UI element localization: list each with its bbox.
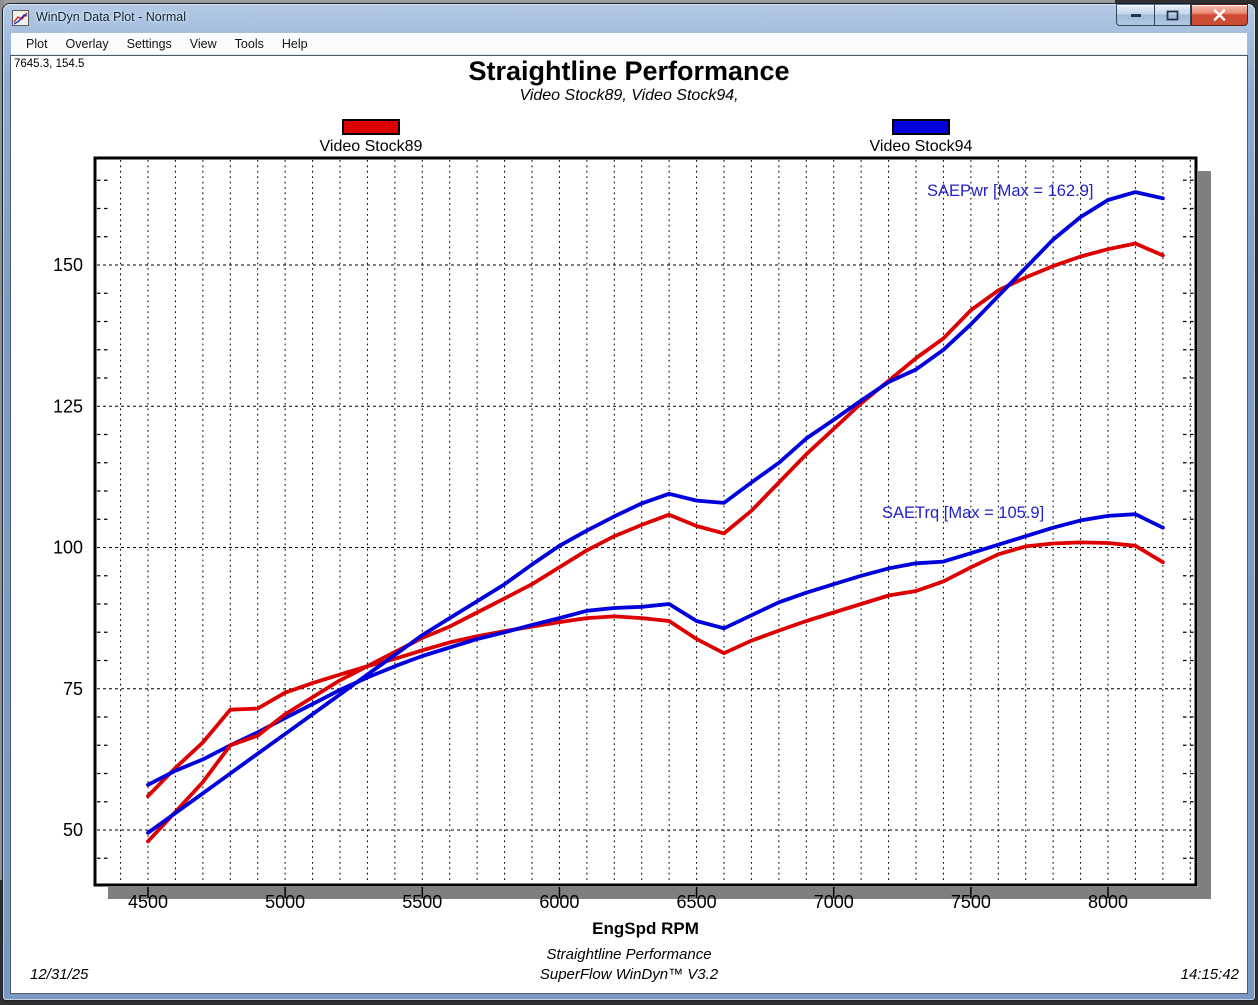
chart-title: Straightline Performance [468, 56, 790, 86]
menu-item-settings[interactable]: Settings [126, 36, 172, 51]
svg-text:100: 100 [53, 538, 83, 558]
svg-text:75: 75 [63, 679, 83, 699]
x-tick-labels: 4500 5000 5500 6000 6500 7000 7500 8000 [128, 892, 1128, 912]
x-axis-title: EngSpd RPM [592, 919, 699, 938]
svg-text:50: 50 [63, 820, 83, 840]
curve-video-stock89-saepwr [146, 241, 1165, 844]
menu-item-overlay[interactable]: Overlay [65, 36, 109, 51]
legend-swatch-stock94 [892, 119, 950, 135]
minimize-button[interactable] [1116, 4, 1154, 26]
svg-text:4500: 4500 [128, 892, 168, 912]
maximize-icon [1166, 10, 1179, 20]
curve-video-stock94-saetrq [146, 512, 1165, 787]
background-window-edge [0, 0, 1115, 6]
svg-text:7500: 7500 [951, 892, 991, 912]
menu-item-help[interactable]: Help [281, 36, 308, 51]
plot-shadow [108, 171, 1211, 899]
plot-client-area: 7645.3, 154.5 Straightline Performance V… [10, 55, 1248, 994]
svg-text:6500: 6500 [677, 892, 717, 912]
chart-subtitle: Video Stock89, Video Stock94, [519, 87, 739, 104]
footer-date: 12/31/25 [30, 966, 89, 983]
grid-horizontal [97, 264, 1194, 831]
legend-label-stock89: Video Stock89 [319, 138, 423, 155]
annotation-saetrq-max: SAETrq [Max = 105.9] [882, 504, 1044, 522]
menu-item-view[interactable]: View [189, 36, 217, 51]
svg-text:125: 125 [53, 396, 83, 416]
app-window: WinDyn Data Plot - Normal Plot Overlay Set… [3, 4, 1255, 1000]
svg-text:5000: 5000 [265, 892, 305, 912]
window-title: WinDyn Data Plot - Normal [36, 10, 187, 24]
legend-label-stock94: Video Stock94 [869, 138, 973, 155]
svg-text:150: 150 [53, 255, 83, 275]
x-major-ticks [147, 887, 1109, 898]
y-minor-ticks [97, 179, 1194, 859]
app-icon [12, 10, 29, 26]
svg-text:6000: 6000 [539, 892, 579, 912]
svg-text:5500: 5500 [402, 892, 442, 912]
annotation-saepwr-max: SAEPwr [Max = 162.9] [927, 182, 1093, 200]
svg-text:8000: 8000 [1088, 892, 1128, 912]
legend-swatch-stock89 [342, 119, 400, 135]
grid-vertical [120, 160, 1191, 883]
menubar: Plot Overlay Settings View Tools Help [11, 33, 1247, 55]
menu-item-tools[interactable]: Tools [234, 36, 264, 51]
titlebar[interactable]: WinDyn Data Plot - Normal [3, 4, 1255, 33]
background-window-edge-left [0, 0, 4, 880]
minimize-icon [1130, 14, 1141, 17]
footer-plot-name: Straightline Performance [546, 946, 712, 963]
close-button[interactable] [1191, 4, 1248, 26]
y-tick-labels: 50 75 100 125 150 [53, 255, 83, 840]
footer-time: 14:15:42 [1180, 966, 1239, 983]
curve-video-stock94-saepwr [146, 190, 1165, 835]
curve-video-stock89-saetrq [146, 540, 1165, 798]
cursor-coordinates: 7645.3, 154.5 [14, 58, 85, 70]
close-icon [1213, 9, 1226, 21]
window-controls [1116, 4, 1248, 26]
legend-item-stock89: Video Stock89 [301, 119, 441, 156]
legend-item-stock94: Video Stock94 [851, 119, 991, 156]
menu-item-plot[interactable]: Plot [26, 36, 48, 51]
chart-plot[interactable]: 4500 5000 5500 6000 6500 7000 7500 8000 50 75 100 1… [11, 56, 1247, 991]
svg-text:7000: 7000 [814, 892, 854, 912]
footer-app-version: SuperFlow WinDyn™ V3.2 [539, 966, 719, 983]
series-curves [146, 190, 1165, 844]
maximize-button[interactable] [1154, 4, 1191, 26]
